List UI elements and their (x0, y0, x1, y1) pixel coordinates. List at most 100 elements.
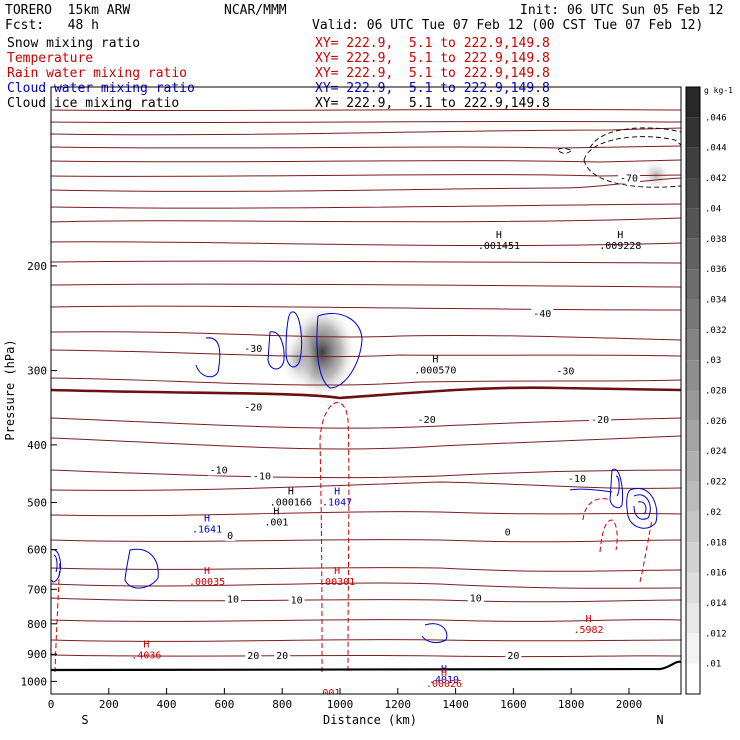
forecast-hour: Fcst: 48 h (5, 18, 99, 33)
rain-water-contours (54, 402, 653, 673)
organization: NCAR/MMM (224, 3, 287, 18)
colorbar-tick-label: .034 (705, 295, 727, 305)
extremum-marker: H (586, 614, 592, 625)
extremum-value: .000166 (270, 497, 312, 508)
isotherm-label-bg (531, 306, 554, 319)
plot-frame (50, 86, 682, 695)
isotherm-label: 20 (276, 651, 288, 662)
colorbar-cell (686, 572, 700, 603)
colorbar-cell (686, 178, 700, 209)
extremum-value: .001 (316, 688, 340, 699)
isotherm-label-bg (467, 591, 484, 604)
y-axis: 200 300 400 500 600 700 800 900 1000 (21, 260, 57, 688)
y-axis-label: Pressure (hPa) (3, 339, 17, 440)
colorbar-cell (686, 87, 700, 118)
isotherm-label-bg (225, 592, 242, 605)
x-tick-label: 0 (48, 698, 55, 711)
isotherm-label-bg (505, 648, 522, 661)
extremum-marker: H (441, 664, 447, 675)
isotherm-label-bg (207, 463, 230, 476)
x-tick-label: 1000 (327, 698, 354, 711)
cloud-ice-contours (557, 127, 681, 188)
colorbar-cell (686, 602, 700, 634)
x-tick-label: 600 (214, 698, 234, 711)
colorbar-tick-label: .016 (705, 569, 727, 579)
colorbar-cell (686, 147, 700, 179)
extremum-marker: H (432, 355, 438, 366)
colorbar-tick-label: .032 (705, 326, 727, 336)
isotherm-label-bg (274, 648, 291, 661)
y-tick-label: 300 (27, 365, 47, 378)
colorbar-cell (686, 360, 700, 391)
terrain-line (51, 660, 681, 672)
extremum-marker: H (204, 566, 210, 577)
legend-xy-snow: XY= 222.9, 5.1 to 222.9,149.8 (315, 36, 550, 51)
x-tick-label: 800 (272, 698, 292, 711)
isotherm-label-bg (242, 400, 265, 413)
isotherm-label: -20 (418, 415, 436, 426)
colorbar-cell (686, 390, 700, 421)
extremum-marker: H (334, 486, 340, 497)
extremum-value: .1047 (322, 497, 352, 508)
colorbar-cell (686, 269, 700, 300)
extremum-marker: H (204, 513, 210, 524)
colorbar-cell (686, 633, 700, 664)
isotherms (51, 108, 681, 658)
y-tick-label: 1000 (21, 675, 48, 688)
x-tick-label: 2000 (616, 698, 643, 711)
extremum-marker: H (143, 640, 149, 651)
colorbar-tick-label: .02 (705, 508, 721, 518)
y-tick-label: 700 (27, 583, 47, 596)
colorbar-cell (686, 511, 700, 543)
y-tick-label: 900 (27, 648, 47, 661)
isotherm-label: -30 (556, 367, 574, 378)
extremum-value: .001451 (478, 241, 520, 252)
colorbar-tick-label: .026 (705, 417, 727, 427)
colorbar-tick-label: .042 (705, 174, 727, 184)
isotherm-label-bg (565, 472, 588, 485)
legend-xy-cloud-ice: XY= 222.9, 5.1 to 222.9,149.8 (315, 96, 550, 111)
extremum-marker: H (441, 668, 447, 679)
colorbar-cell (686, 238, 700, 270)
isotherm-label: -20 (591, 415, 609, 426)
snow-shading-side (280, 332, 316, 388)
extremum-value: .000570 (414, 366, 456, 377)
freezing-level (51, 386, 681, 400)
colorbar-cell (686, 299, 700, 330)
x-tick-label: 200 (99, 698, 119, 711)
isotherm-label: -20 (244, 403, 262, 414)
legend-label-rain: Rain water mixing ratio (7, 66, 188, 81)
extremum-value: .5982 (573, 625, 603, 636)
isotherm-label-bg (617, 171, 640, 184)
extremum-value: .00026 (426, 679, 462, 690)
isotherm-label-bg (589, 413, 612, 426)
isotherm-label: 20 (507, 651, 519, 662)
isotherm-label: 10 (227, 594, 239, 605)
isotherm-label-bg (288, 593, 305, 606)
extremum-value: .001 (264, 517, 288, 528)
colorbar: .01 .012 .014 .016 .018 .02 .022 .024 .026 .028 .0… (685, 86, 733, 695)
extremum-marker: H (617, 230, 623, 241)
isotherm-label: 0 (505, 528, 511, 539)
extremum-value: .009228 (599, 241, 641, 252)
extremum-marker: H (496, 230, 502, 241)
colorbar-tick-label: .01 (705, 660, 721, 670)
x-axis-label: Distance (km) (323, 713, 417, 727)
colorbar-tick-label: .03 (705, 356, 721, 366)
isotherm-label: 0 (227, 531, 233, 542)
colorbar-tick-label: .022 (705, 478, 727, 488)
colorbar-cell (686, 208, 700, 239)
isotherm-label: 20 (247, 651, 259, 662)
y-tick-label: 800 (27, 618, 47, 631)
isotherm-label: -30 (244, 344, 262, 355)
legend-label-snow: Snow mixing ratio (7, 36, 141, 51)
legend-label-temperature: Temperature (7, 51, 94, 66)
colorbar-tick-label: .036 (705, 265, 727, 275)
model-title: TORERO 15km ARW (5, 3, 131, 18)
extremum-value: .4036 (131, 651, 161, 662)
colorbar-cell (686, 542, 700, 573)
extremum-value: .4019 (429, 675, 459, 686)
init-time: Init: 06 UTC Sun 05 Feb 12 (520, 3, 724, 18)
isotherm-label-bg (554, 364, 577, 377)
